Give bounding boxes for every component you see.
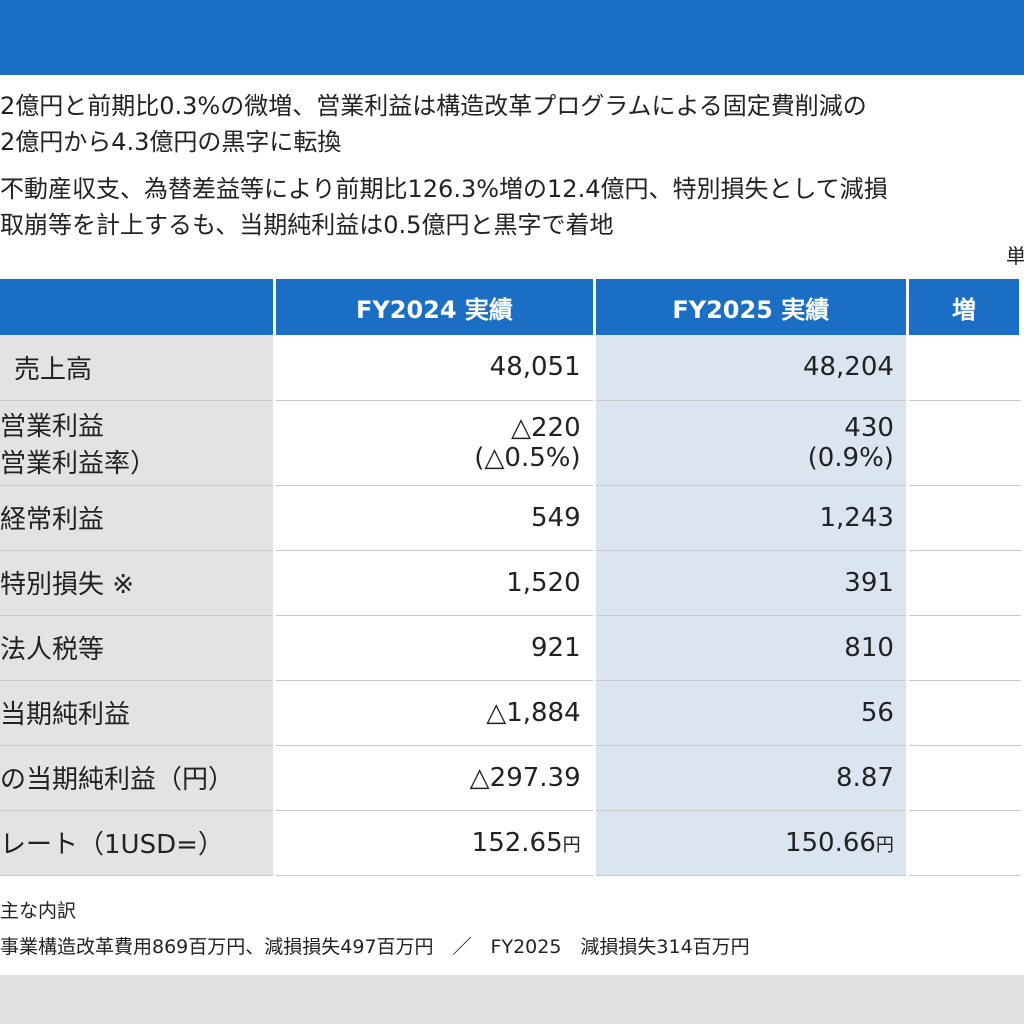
row-label: レート（1USD=） xyxy=(0,810,277,876)
cell-fy2025: 391 xyxy=(594,550,909,616)
footnote-title: 主な内訳 xyxy=(0,900,77,922)
table-row: 売上高 48,051 48,204 xyxy=(0,335,1021,401)
header-fy2025: FY2025 実績 xyxy=(594,279,909,335)
table-row: 営業利益 営業利益率） △220 (△0.5%) 430 (0.9%) xyxy=(0,400,1021,486)
cell-fy2024: △220 (△0.5%) xyxy=(274,400,596,486)
row-label: 特別損失 ※ xyxy=(0,550,277,616)
summary-bullet-2: 不動産収支、為替差益等により前期比126.3%増の12.4億円、特別損失として減… xyxy=(0,171,888,243)
header-change: 増 xyxy=(907,279,1023,335)
cell-change xyxy=(907,810,1021,876)
cell-fy2025: 48,204 xyxy=(594,335,909,401)
cell-change xyxy=(907,335,1021,401)
table-header-row: FY2024 実績 FY2025 実績 増 xyxy=(0,279,1023,335)
row-label: 営業利益 営業利益率） xyxy=(0,400,277,486)
table-row: レート（1USD=） 152.65円 150.66円 xyxy=(0,810,1021,876)
cell-fy2025: 8.87 xyxy=(594,745,909,811)
cell-fy2025: 150.66円 xyxy=(594,810,909,876)
table-row: の当期純利益（円） △297.39 8.87 xyxy=(0,745,1021,811)
cell-fy2024: 549 xyxy=(274,485,596,551)
row-label: 当期純利益 xyxy=(0,680,277,746)
cell-change xyxy=(907,550,1021,616)
row-label: 法人税等 xyxy=(0,615,277,681)
financial-results-table: FY2024 実績 FY2025 実績 増 売上高 48,051 48,204 … xyxy=(0,279,1023,876)
row-label: 経常利益 xyxy=(0,485,277,551)
summary-bullet-1-line-2: 2億円から4.3億円の黒字に転換 xyxy=(0,128,342,156)
cell-fy2024: △297.39 xyxy=(274,745,596,811)
cell-fy2024-value: △220 xyxy=(511,412,581,443)
header-blank xyxy=(0,279,277,335)
row-label-text: 営業利益 xyxy=(0,411,105,442)
cell-change xyxy=(907,615,1021,681)
cell-fy2025-value: 150.66 xyxy=(784,827,876,858)
footnote-detail: 事業構造改革費用869百万円、減損損失497百万円 ／ FY2025 減損損失3… xyxy=(0,936,750,958)
table-row: 経常利益 549 1,243 xyxy=(0,485,1021,551)
top-title-bar xyxy=(0,0,1024,75)
cell-fy2025-value: 430 xyxy=(844,412,894,443)
table-row: 当期純利益 △1,884 56 xyxy=(0,680,1021,746)
table-row: 特別損失 ※ 1,520 391 xyxy=(0,550,1021,616)
cell-fy2024: △1,884 xyxy=(274,680,596,746)
summary-bullet-2-line-2: 取崩等を計上するも、当期純利益は0.5億円と黒字で着地 xyxy=(0,211,614,239)
bottom-band xyxy=(0,975,1024,1024)
summary-bullet-1: 2億円と前期比0.3%の微増、営業利益は構造改革プログラムによる固定費削減の 2… xyxy=(0,88,867,160)
cell-change xyxy=(907,485,1021,551)
row-label-subtext: 営業利益率） xyxy=(0,448,157,479)
cell-fy2024: 48,051 xyxy=(274,335,596,401)
cell-fy2025: 810 xyxy=(594,615,909,681)
summary-bullet-1-line-1: 2億円と前期比0.3%の微増、営業利益は構造改革プログラムによる固定費削減の xyxy=(0,92,867,120)
cell-fy2024: 1,520 xyxy=(274,550,596,616)
summary-bullet-2-line-1: 不動産収支、為替差益等により前期比126.3%増の12.4億円、特別損失として減… xyxy=(0,175,888,203)
cell-change xyxy=(907,400,1021,486)
table-row: 法人税等 921 810 xyxy=(0,615,1021,681)
cell-fy2024: 152.65円 xyxy=(274,810,596,876)
yen-unit: 円 xyxy=(562,834,581,856)
header-fy2024: FY2024 実績 xyxy=(274,279,596,335)
cell-fy2024: 921 xyxy=(274,615,596,681)
yen-unit: 円 xyxy=(875,834,894,856)
cell-fy2025: 430 (0.9%) xyxy=(594,400,909,486)
footnotes: 主な内訳 事業構造改革費用869百万円、減損損失497百万円 ／ FY2025 … xyxy=(0,893,750,965)
cell-change xyxy=(907,745,1021,811)
row-label: の当期純利益（円） xyxy=(0,745,277,811)
cell-fy2024-rate: (△0.5%) xyxy=(474,442,581,473)
cell-change xyxy=(907,680,1021,746)
unit-label: 単 xyxy=(1006,244,1024,268)
cell-fy2024-value: 152.65 xyxy=(471,827,563,858)
cell-fy2025: 56 xyxy=(594,680,909,746)
cell-fy2025: 1,243 xyxy=(594,485,909,551)
row-label-text: 売上高 xyxy=(14,354,93,385)
row-label: 売上高 xyxy=(0,335,277,401)
cell-fy2025-rate: (0.9%) xyxy=(807,442,894,473)
